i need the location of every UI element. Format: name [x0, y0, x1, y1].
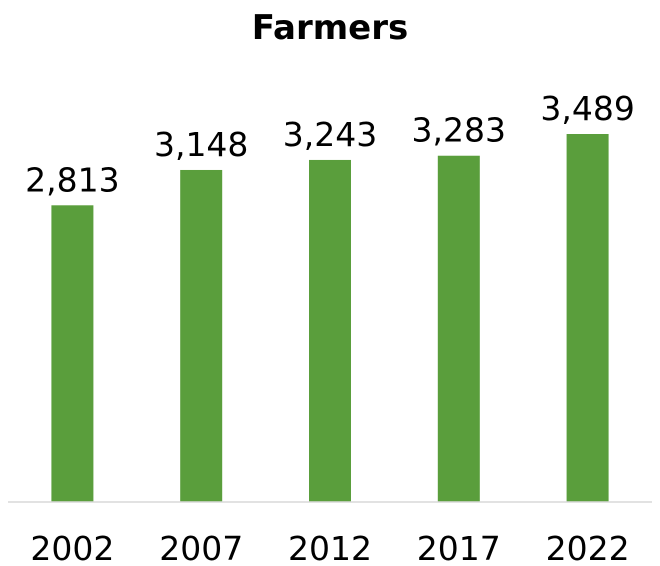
x-tick-label-2022: 2022: [546, 529, 630, 566]
bar-2022: [566, 134, 609, 502]
data-label-2017: 3,283: [412, 111, 506, 150]
data-label-2007: 3,148: [154, 125, 248, 164]
data-label-2002: 2,813: [25, 160, 119, 199]
data-label-2022: 3,489: [540, 89, 634, 128]
x-tick-label-2002: 2002: [30, 529, 114, 566]
bar-2012: [309, 159, 351, 502]
chart-title: Farmers: [251, 8, 409, 48]
x-tick-label-2017: 2017: [417, 529, 501, 566]
bar-2002: [51, 205, 94, 502]
x-tick-label-2012: 2012: [288, 529, 372, 566]
bar-2017: [437, 155, 480, 502]
data-label-2012: 3,243: [283, 115, 377, 154]
bar-2007: [180, 169, 223, 503]
x-tick-label-2007: 2007: [159, 529, 243, 566]
